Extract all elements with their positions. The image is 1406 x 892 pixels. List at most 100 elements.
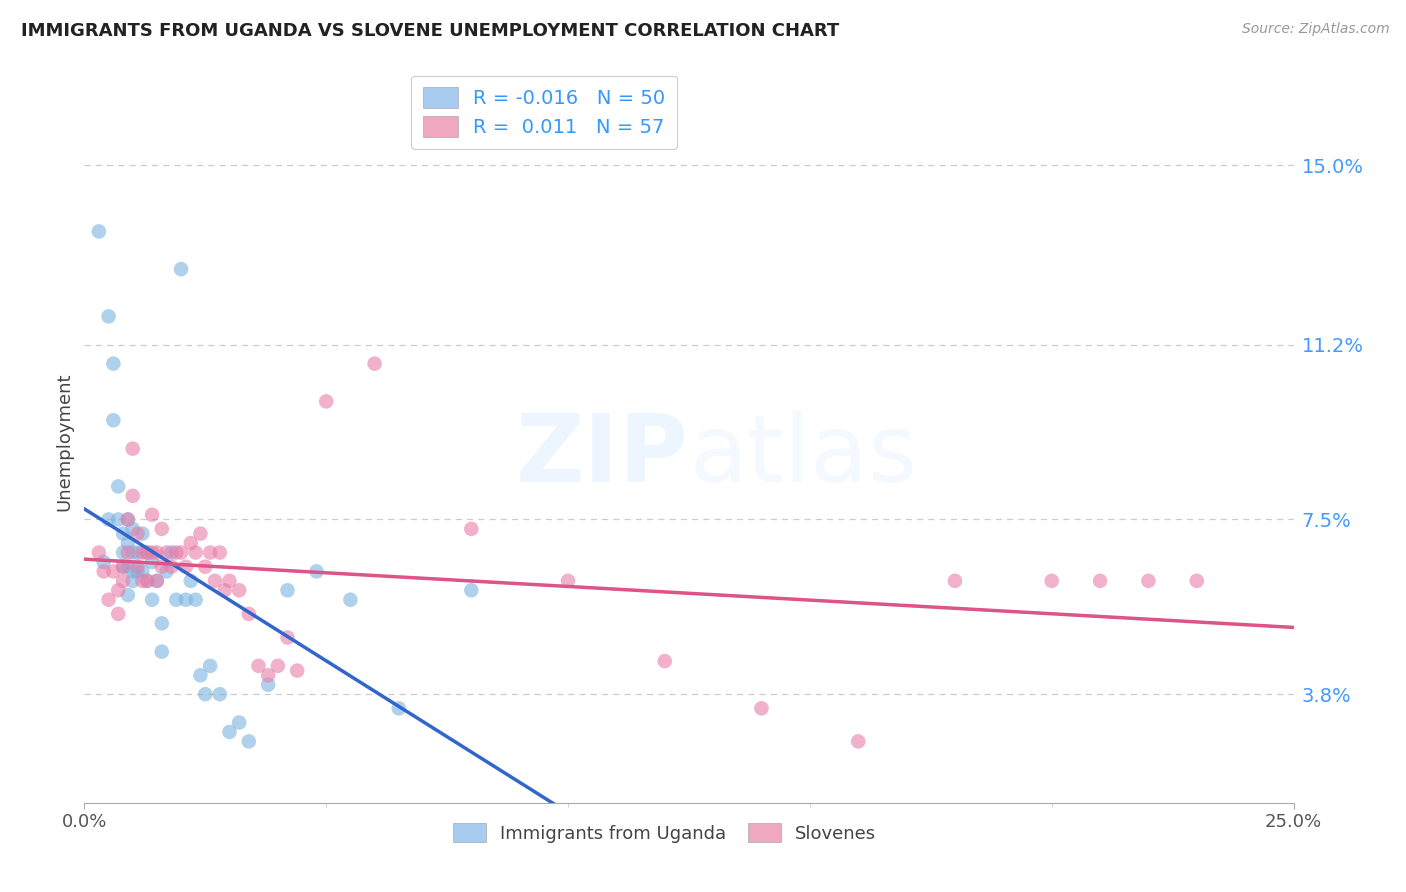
Point — [160, 545, 183, 559]
Point — [1088, 574, 1111, 588]
Point — [654, 654, 676, 668]
Point — [194, 559, 217, 574]
Point — [150, 522, 173, 536]
Point — [141, 592, 163, 607]
Point — [103, 565, 125, 579]
Point — [1040, 574, 1063, 588]
Point — [460, 522, 482, 536]
Point — [170, 262, 193, 277]
Point — [315, 394, 337, 409]
Point — [97, 592, 120, 607]
Point — [121, 522, 143, 536]
Point — [103, 357, 125, 371]
Point — [107, 479, 129, 493]
Point — [146, 574, 169, 588]
Point — [184, 592, 207, 607]
Point — [121, 545, 143, 559]
Point — [339, 592, 361, 607]
Point — [97, 512, 120, 526]
Point — [127, 526, 149, 541]
Y-axis label: Unemployment: Unemployment — [55, 372, 73, 511]
Point — [136, 574, 159, 588]
Point — [141, 555, 163, 569]
Point — [155, 565, 177, 579]
Point — [305, 565, 328, 579]
Point — [204, 574, 226, 588]
Point — [174, 559, 197, 574]
Point — [238, 734, 260, 748]
Text: ZIP: ZIP — [516, 410, 689, 502]
Point — [238, 607, 260, 621]
Point — [460, 583, 482, 598]
Point — [1137, 574, 1160, 588]
Point — [208, 687, 231, 701]
Point — [184, 545, 207, 559]
Point — [247, 658, 270, 673]
Point — [121, 442, 143, 456]
Point — [180, 536, 202, 550]
Point — [146, 545, 169, 559]
Point — [218, 574, 240, 588]
Point — [131, 545, 153, 559]
Point — [131, 574, 153, 588]
Point — [112, 526, 135, 541]
Point — [160, 559, 183, 574]
Point — [228, 715, 250, 730]
Point — [363, 357, 385, 371]
Point — [121, 574, 143, 588]
Point — [121, 565, 143, 579]
Point — [136, 545, 159, 559]
Point — [190, 668, 212, 682]
Point — [943, 574, 966, 588]
Point — [155, 545, 177, 559]
Legend: Immigrants from Uganda, Slovenes: Immigrants from Uganda, Slovenes — [444, 814, 886, 852]
Point — [127, 559, 149, 574]
Point — [218, 725, 240, 739]
Point — [93, 565, 115, 579]
Point — [117, 545, 139, 559]
Point — [112, 559, 135, 574]
Point — [112, 559, 135, 574]
Point — [257, 668, 280, 682]
Point — [846, 734, 869, 748]
Point — [276, 583, 298, 598]
Point — [276, 631, 298, 645]
Point — [87, 224, 110, 238]
Point — [150, 645, 173, 659]
Text: IMMIGRANTS FROM UGANDA VS SLOVENE UNEMPLOYMENT CORRELATION CHART: IMMIGRANTS FROM UGANDA VS SLOVENE UNEMPL… — [21, 22, 839, 40]
Point — [557, 574, 579, 588]
Point — [117, 512, 139, 526]
Point — [751, 701, 773, 715]
Point — [170, 545, 193, 559]
Point — [165, 592, 187, 607]
Point — [208, 545, 231, 559]
Point — [107, 512, 129, 526]
Point — [112, 545, 135, 559]
Point — [146, 574, 169, 588]
Point — [97, 310, 120, 324]
Point — [180, 574, 202, 588]
Point — [117, 559, 139, 574]
Point — [194, 687, 217, 701]
Point — [136, 545, 159, 559]
Point — [1185, 574, 1208, 588]
Point — [267, 658, 290, 673]
Point — [93, 555, 115, 569]
Point — [127, 545, 149, 559]
Point — [131, 526, 153, 541]
Point — [103, 413, 125, 427]
Point — [257, 678, 280, 692]
Point — [127, 565, 149, 579]
Point — [117, 536, 139, 550]
Point — [107, 583, 129, 598]
Point — [141, 545, 163, 559]
Point — [228, 583, 250, 598]
Point — [285, 664, 308, 678]
Point — [121, 489, 143, 503]
Point — [117, 588, 139, 602]
Point — [150, 559, 173, 574]
Point — [190, 526, 212, 541]
Text: Source: ZipAtlas.com: Source: ZipAtlas.com — [1241, 22, 1389, 37]
Point — [174, 592, 197, 607]
Point — [198, 658, 221, 673]
